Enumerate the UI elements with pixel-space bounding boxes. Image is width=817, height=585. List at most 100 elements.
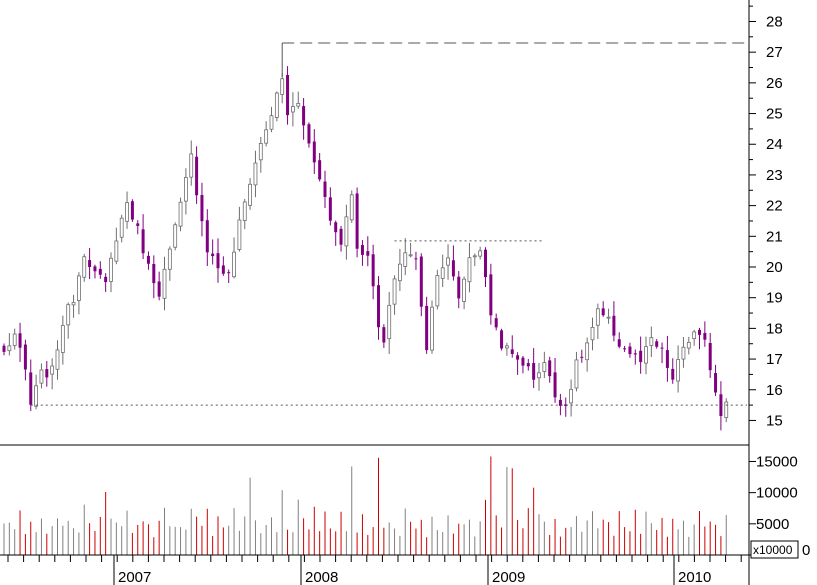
candle-body xyxy=(109,257,113,282)
candle-body xyxy=(334,222,338,233)
candle xyxy=(119,214,124,243)
candle xyxy=(29,359,33,411)
candle-body xyxy=(258,143,263,161)
candle xyxy=(216,238,220,283)
candle-body xyxy=(114,240,119,262)
candle-body xyxy=(671,368,675,380)
candle xyxy=(323,170,327,209)
candle-body xyxy=(590,326,595,341)
candle-body xyxy=(77,275,81,301)
candle-body xyxy=(55,349,60,370)
candle-body xyxy=(526,363,530,367)
candle xyxy=(39,363,44,389)
candle-body xyxy=(60,325,65,353)
candle-body xyxy=(595,308,600,326)
candle xyxy=(574,351,579,392)
candle xyxy=(349,190,354,223)
candle xyxy=(344,204,349,260)
candle xyxy=(714,364,718,397)
candle xyxy=(526,358,530,371)
candle-body xyxy=(698,329,701,335)
candle-body xyxy=(644,346,648,364)
candle-body xyxy=(318,160,322,180)
candle-body xyxy=(146,255,150,264)
candle-body xyxy=(93,266,97,272)
price-tick-label: 21 xyxy=(766,228,783,245)
candle-body xyxy=(414,258,418,260)
candle xyxy=(665,335,669,382)
candle-body xyxy=(328,197,332,221)
candle-body xyxy=(88,260,92,267)
candle-body xyxy=(360,245,364,255)
candle-body xyxy=(403,252,408,267)
candle xyxy=(628,342,632,358)
volume-tick-label: 5000 xyxy=(756,516,789,533)
price-candles xyxy=(2,66,729,431)
candle xyxy=(569,379,573,417)
candle xyxy=(221,256,225,276)
candle-body xyxy=(504,345,509,349)
candle xyxy=(644,336,648,375)
candle-body xyxy=(18,333,22,348)
candle xyxy=(371,244,375,300)
candle xyxy=(232,237,236,279)
candle-body xyxy=(34,385,38,407)
volume-tick-label: 0 xyxy=(802,542,810,559)
candle-body xyxy=(286,74,290,116)
candle-body xyxy=(537,372,541,379)
volume-axis-ticks: 0 5000 10000 15000 xyxy=(749,453,810,559)
candle-body xyxy=(253,162,258,186)
candle-body xyxy=(676,359,680,382)
year-label: 2008 xyxy=(305,569,338,585)
candle-body xyxy=(419,256,423,307)
candle-body xyxy=(569,388,573,404)
candle-body xyxy=(302,106,306,126)
candle-body xyxy=(440,267,445,279)
candle-body xyxy=(548,360,552,377)
candle xyxy=(55,340,60,380)
candle xyxy=(77,272,81,315)
candle-body xyxy=(23,344,27,370)
candle-body xyxy=(371,254,375,287)
candle xyxy=(12,328,17,350)
candle-body xyxy=(628,346,632,355)
candle-body xyxy=(173,224,178,248)
candle-body xyxy=(665,350,669,368)
candle-body xyxy=(601,308,605,316)
candle-body xyxy=(500,330,504,349)
candle-body xyxy=(264,129,269,144)
candle-body xyxy=(355,193,359,249)
candle-body xyxy=(312,141,316,163)
candle xyxy=(649,326,654,357)
price-panel xyxy=(2,42,747,431)
candle-body xyxy=(639,350,643,363)
candle xyxy=(580,349,584,363)
volume-tick-label: 15000 xyxy=(756,453,798,470)
candle xyxy=(660,342,664,364)
candle xyxy=(125,191,129,229)
candle-body xyxy=(462,278,467,302)
candle xyxy=(286,66,290,125)
candle xyxy=(34,374,38,410)
price-tick-label: 18 xyxy=(766,320,783,337)
candle-body xyxy=(606,316,611,319)
candle xyxy=(467,242,472,293)
candle xyxy=(242,198,247,230)
candle xyxy=(45,361,49,387)
candle xyxy=(50,358,55,390)
reference-lines xyxy=(30,42,747,406)
candle xyxy=(414,251,418,270)
candle xyxy=(585,337,590,372)
price-tick-label: 20 xyxy=(766,259,783,276)
candle-body xyxy=(211,253,215,257)
candle xyxy=(211,239,215,265)
candle xyxy=(60,315,65,365)
candle xyxy=(152,255,156,299)
candle xyxy=(676,345,680,393)
candle-body xyxy=(167,248,172,270)
candle xyxy=(532,348,536,388)
candle-body xyxy=(141,229,145,254)
candle-body xyxy=(574,359,579,389)
candle xyxy=(205,209,209,267)
